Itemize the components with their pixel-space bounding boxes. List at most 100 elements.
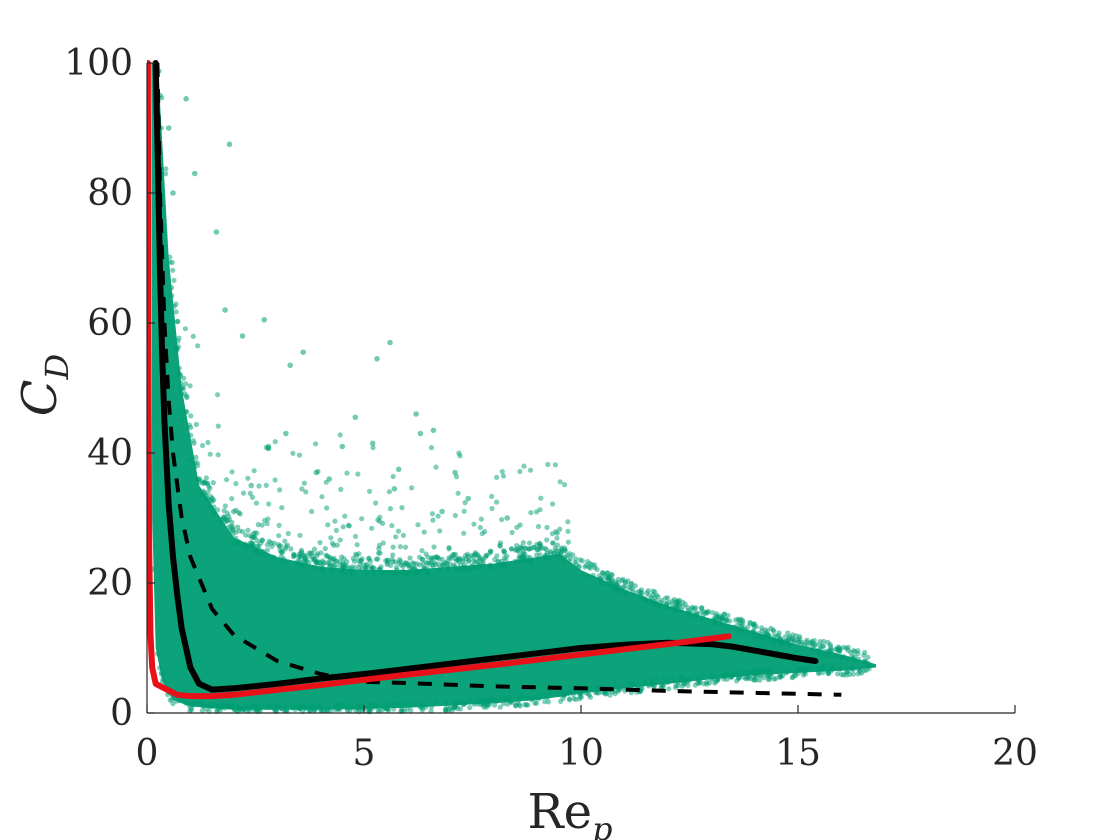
scatter-point <box>553 554 559 560</box>
scatter-point <box>222 503 228 509</box>
scatter-point <box>265 445 271 452</box>
scatter-point <box>517 468 523 475</box>
scatter-point <box>538 495 544 501</box>
scatter-point <box>785 639 791 645</box>
scatter-point <box>245 475 251 481</box>
scatter-point <box>616 686 622 693</box>
scatter-point <box>399 708 405 714</box>
scatter-point <box>337 537 343 543</box>
scatter-point <box>544 524 550 531</box>
scatter-point <box>542 545 548 552</box>
scatter-point <box>203 475 209 481</box>
scatter-point <box>501 548 507 555</box>
scatter-point <box>276 533 282 539</box>
scatter-point <box>340 524 346 530</box>
scatter-point <box>229 496 235 502</box>
scatter-point <box>538 542 544 548</box>
scatter-point <box>393 565 399 571</box>
scatter-point <box>211 504 217 510</box>
scatter-point <box>534 547 540 553</box>
scatter-point <box>470 565 476 571</box>
scatter-point <box>456 450 462 456</box>
scatter-point <box>589 562 595 568</box>
scatter-point <box>758 673 764 679</box>
scatter-point <box>619 587 625 594</box>
scatter-point <box>237 542 243 548</box>
scatter-point <box>266 538 272 545</box>
scatter-point <box>408 707 414 713</box>
scatter-point <box>554 542 561 548</box>
scatter-point <box>651 599 658 605</box>
scatter-point <box>429 511 435 517</box>
y-tick-label: 80 <box>87 173 133 214</box>
scatter-point <box>798 667 804 673</box>
scatter-point <box>188 432 194 438</box>
scatter-point <box>550 501 556 507</box>
scatter-point <box>278 706 285 712</box>
scatter-point <box>266 501 272 507</box>
scatter-point <box>461 530 467 536</box>
scatter-point <box>243 708 249 714</box>
scatter-point <box>642 680 648 686</box>
scatter-point <box>665 595 671 601</box>
scatter-point <box>650 588 656 594</box>
scatter-point <box>413 411 419 417</box>
scatter-point <box>252 530 258 536</box>
x-axis-label: Rep <box>527 784 612 840</box>
scatter-point <box>193 421 199 428</box>
scatter-point <box>596 573 603 579</box>
scatter-point <box>393 534 399 540</box>
scatter-point <box>606 578 612 584</box>
scatter-point <box>793 633 799 639</box>
scatter-point <box>741 674 747 681</box>
scatter-point <box>389 556 395 562</box>
scatter-point <box>384 701 390 707</box>
scatter-point <box>664 601 670 607</box>
scatter-point <box>271 554 277 560</box>
scatter-point <box>297 532 303 538</box>
scatter-point <box>629 586 636 592</box>
scatter-point <box>409 485 415 491</box>
scatter-point <box>309 508 315 515</box>
scatter-point <box>419 548 425 554</box>
scatter-point <box>504 563 510 569</box>
scatter-point <box>578 694 584 700</box>
scatter-point <box>460 556 466 562</box>
scatter-point <box>696 680 702 687</box>
scatter-point <box>818 650 824 656</box>
scatter-point <box>366 555 372 561</box>
scatter-point <box>386 489 392 495</box>
scatter-point <box>845 656 851 662</box>
scatter-point <box>245 527 251 533</box>
scatter-point <box>339 443 346 450</box>
scatter-point <box>198 492 204 499</box>
y-tick-label: 40 <box>87 433 133 474</box>
scatter-point <box>615 580 621 586</box>
scatter-point <box>261 317 268 323</box>
scatter-point <box>345 522 351 529</box>
y-tick-label: 100 <box>64 43 133 84</box>
scatter-point <box>455 490 461 496</box>
scatter-point <box>372 702 378 708</box>
scatter-point <box>170 267 176 273</box>
scatter-point <box>726 625 732 631</box>
scatter-point <box>565 519 571 525</box>
scatter-point <box>356 565 362 571</box>
scatter-point <box>313 441 319 447</box>
scatter-point <box>355 471 361 477</box>
scatter-point <box>385 706 391 712</box>
scatter-point <box>856 666 862 672</box>
scatter-point <box>539 691 545 698</box>
scatter-point <box>494 499 500 505</box>
scatter-point <box>593 684 599 690</box>
scatter-point <box>433 554 439 560</box>
scatter-point <box>357 702 363 708</box>
scatter-point <box>170 190 176 196</box>
scatter-point <box>247 490 253 496</box>
scatter-point <box>865 663 871 669</box>
scatter-point <box>184 699 190 706</box>
scatter-point <box>272 439 278 445</box>
scatter-point <box>380 520 386 527</box>
scatter-point <box>337 432 343 438</box>
scatter-point <box>400 532 406 539</box>
